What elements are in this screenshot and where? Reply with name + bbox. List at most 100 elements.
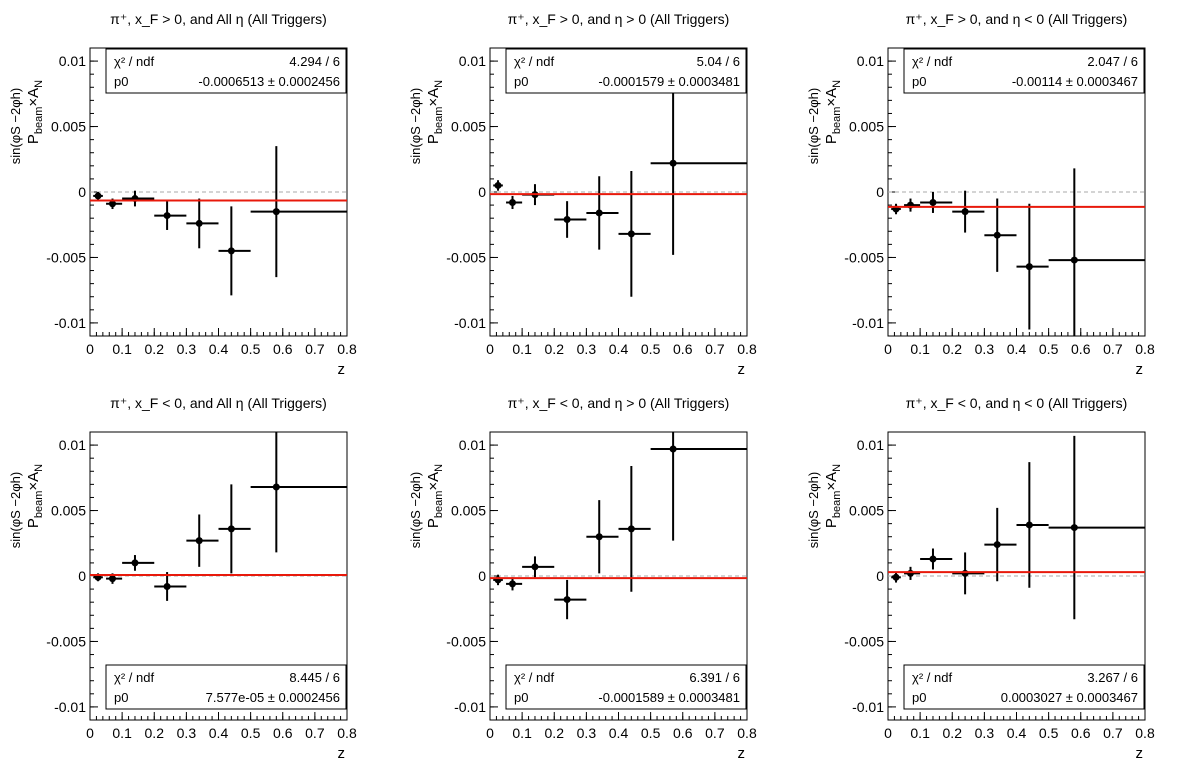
p0-label: p0 — [514, 74, 528, 89]
chi2-label: χ² / ndf — [114, 670, 154, 685]
p0-value: 0.0003027 ± 0.0003467 — [1001, 690, 1138, 705]
data-point — [650, 71, 747, 255]
chi2-value: 8.445 / 6 — [289, 670, 340, 685]
data-point — [218, 206, 251, 296]
chart-panel-1: π⁺, x_F > 0, and All η (All Triggers) 0 0.… — [8, 11, 357, 378]
p0-value: 7.577e-05 ± 0.0002456 — [206, 690, 340, 705]
x-tick-label: 0.3 — [177, 725, 197, 741]
point-marker — [508, 580, 516, 588]
stats-box: χ² / ndf 2.047 / 6 p0 -0.00114 ± 0.0003467 — [903, 48, 1145, 94]
point-marker — [195, 537, 203, 545]
stats-box: χ² / ndf 3.267 / 6 p0 0.0003027 ± 0.0003467 — [903, 664, 1145, 710]
y-tick-label: 0.005 — [451, 503, 486, 519]
x-tick-label: 0.2 — [145, 341, 165, 357]
y-tick-label: 0.01 — [857, 437, 884, 453]
point-marker — [961, 208, 969, 216]
data-point — [554, 201, 587, 238]
point-marker — [627, 230, 635, 238]
point-marker — [227, 247, 235, 255]
x-tick-label: 0.7 — [1103, 725, 1123, 741]
x-axis-label: z — [1136, 361, 1144, 378]
stats-box-frame — [105, 664, 347, 710]
data-point — [186, 198, 219, 249]
point-marker — [669, 445, 677, 453]
y-axis-superscript: sin(φS −2φh) — [408, 472, 423, 548]
data-point — [554, 579, 587, 620]
chart-title: π⁺, x_F < 0, and η > 0 (All Triggers) — [508, 395, 730, 411]
data-point — [984, 198, 1017, 272]
data-point — [250, 432, 347, 553]
x-tick-label: 0.2 — [545, 341, 565, 357]
data-point — [218, 484, 251, 574]
stats-box-frame — [903, 664, 1145, 710]
x-tick-label: 0.6 — [273, 341, 293, 357]
y-tick-label: 0.01 — [459, 53, 486, 69]
data-point — [1048, 435, 1145, 620]
y-tick-label: 0.005 — [51, 119, 86, 135]
stats-box: χ² / ndf 4.294 / 6 p0 -0.0006513 ± 0.000245… — [105, 48, 347, 94]
y-tick-label: -0.005 — [844, 249, 884, 265]
p0-value: -0.00114 ± 0.0003467 — [1012, 74, 1138, 89]
chi2-label: χ² / ndf — [514, 670, 554, 685]
point-marker — [906, 569, 914, 577]
point-marker — [195, 219, 203, 227]
x-tick-label: 0.4 — [609, 341, 629, 357]
x-tick-label: 0.1 — [910, 725, 930, 741]
x-tick-label: 0.4 — [1007, 341, 1027, 357]
y-tick-label: 0 — [478, 568, 486, 584]
chi2-value: 5.04 / 6 — [697, 54, 740, 69]
chart-panel-2: π⁺, x_F > 0, and η > 0 (All Triggers) 0 0.… — [408, 11, 757, 378]
y-tick-label: 0 — [78, 568, 86, 584]
point-marker — [131, 559, 139, 567]
x-tick-label: 0.6 — [1071, 725, 1091, 741]
x-tick-label: 0.1 — [512, 725, 532, 741]
data-point — [952, 552, 985, 595]
chart-title: π⁺, x_F < 0, and All η (All Triggers) — [110, 395, 327, 411]
x-tick-label: 0.4 — [209, 725, 229, 741]
data-point — [122, 555, 155, 571]
data-point — [618, 171, 651, 297]
chi2-value: 2.047 / 6 — [1087, 54, 1138, 69]
y-tick-label: -0.01 — [454, 315, 486, 331]
x-tick-label: 0.7 — [1103, 341, 1123, 357]
stats-box-frame — [505, 664, 747, 710]
point-marker — [1025, 263, 1033, 271]
point-marker — [108, 200, 116, 208]
y-axis-label: Pbeam×AN — [425, 80, 445, 144]
y-tick-label: 0.01 — [59, 53, 86, 69]
point-marker — [595, 209, 603, 217]
point-marker — [108, 575, 116, 583]
chart-title: π⁺, x_F > 0, and All η (All Triggers) — [110, 11, 327, 27]
data-point — [154, 201, 187, 230]
data-point — [1048, 168, 1145, 336]
point-marker — [531, 563, 539, 571]
y-axis-label: Pbeam×AN — [425, 464, 445, 528]
x-axis-label: z — [1136, 745, 1144, 762]
p0-label: p0 — [912, 690, 926, 705]
x-tick-label: 0.8 — [337, 725, 357, 741]
y-axis-label: Pbeam×AN — [25, 464, 45, 528]
y-tick-label: 0.005 — [849, 119, 884, 135]
point-marker — [993, 231, 1001, 239]
chart-title: π⁺, x_F > 0, and η < 0 (All Triggers) — [906, 11, 1128, 27]
point-marker — [163, 582, 171, 590]
x-tick-label: 0.8 — [737, 725, 757, 741]
data-point — [506, 195, 523, 210]
point-marker — [929, 555, 937, 563]
x-tick-label: 0 — [884, 341, 892, 357]
data-point — [920, 548, 953, 570]
x-tick-label: 0.5 — [641, 341, 661, 357]
x-tick-label: 0.1 — [112, 341, 132, 357]
x-tick-label: 0.1 — [512, 341, 532, 357]
point-marker — [163, 212, 171, 220]
y-tick-label: 0.005 — [849, 503, 884, 519]
point-marker — [508, 198, 516, 206]
x-tick-label: 0.3 — [975, 341, 995, 357]
x-tick-label: 0.6 — [673, 725, 693, 741]
stats-box-frame — [105, 48, 347, 94]
point-marker — [595, 533, 603, 541]
point-marker — [993, 541, 1001, 549]
x-tick-label: 0.3 — [177, 341, 197, 357]
y-tick-label: -0.005 — [46, 633, 86, 649]
x-tick-label: 0.4 — [209, 341, 229, 357]
